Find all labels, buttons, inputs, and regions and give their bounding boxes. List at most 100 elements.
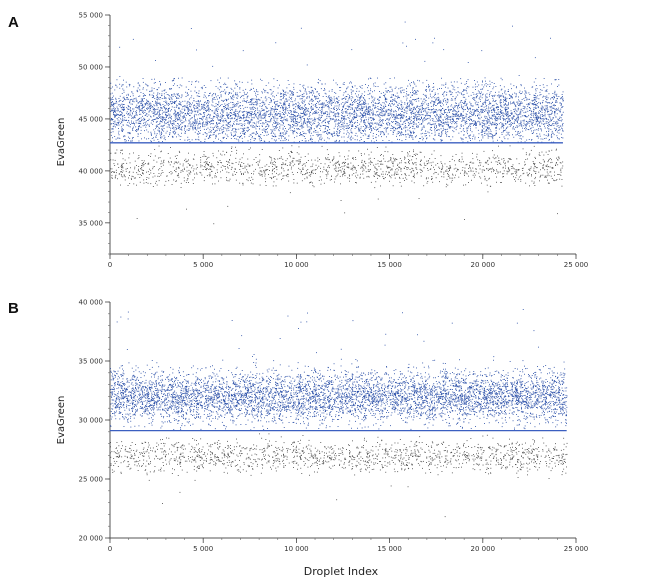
panel-a-positive-droplet: [455, 96, 457, 98]
panel-a-positive-droplet: [173, 79, 175, 81]
panel-a-positive-droplet: [149, 106, 151, 107]
panel-a-positive-droplet: [457, 87, 459, 89]
panel-a-positive-droplet: [175, 116, 177, 118]
panel-a-positive-droplet: [357, 115, 359, 117]
panel-a-positive-droplet: [467, 117, 469, 118]
panel-a-positive-droplet: [551, 118, 553, 120]
panel-a-positive-droplet: [515, 96, 517, 98]
panel-a-positive-droplet: [450, 91, 452, 93]
panel-a-positive-droplet: [491, 115, 493, 117]
panel-a-positive-droplet: [231, 97, 232, 99]
panel-a-positive-droplet: [267, 124, 269, 126]
panel-a-positive-droplet: [556, 113, 558, 115]
panel-a-positive-droplet: [513, 102, 514, 104]
panel-a-positive-droplet: [131, 139, 133, 141]
panel-a-positive-droplet: [310, 99, 312, 101]
panel-a-positive-droplet: [191, 125, 193, 127]
panel-a-positive-droplet: [378, 123, 379, 125]
panel-a-positive-droplet: [147, 102, 148, 104]
panel-a-positive-droplet: [311, 107, 312, 109]
panel-a-positive-droplet: [144, 130, 145, 132]
panel-a-positive-droplet: [497, 106, 499, 107]
panel-a-positive-droplet: [467, 86, 468, 87]
panel-a-positive-droplet: [315, 89, 316, 90]
panel-a-positive-droplet: [164, 95, 165, 97]
panel-a-positive-droplet: [179, 114, 181, 116]
panel-a-positive-droplet: [489, 117, 491, 119]
panel-a-positive-droplet: [377, 103, 379, 105]
panel-a-positive-droplet: [231, 130, 233, 131]
panel-a-positive-droplet: [336, 118, 337, 120]
panel-a-positive-droplet: [229, 121, 231, 123]
panel-a-positive-droplet: [491, 106, 493, 108]
panel-a-positive-droplet: [189, 122, 191, 124]
panel-a-positive-droplet: [525, 124, 527, 126]
panel-a-positive-droplet: [475, 94, 477, 95]
panel-a-positive-droplet: [419, 109, 421, 111]
panel-a-positive-droplet: [221, 109, 223, 111]
panel-a-positive-droplet: [157, 99, 158, 101]
panel-a-positive-droplet: [128, 83, 130, 85]
panel-a-positive-droplet: [337, 123, 339, 125]
panel-a-positive-droplet: [143, 122, 144, 124]
panel-a-positive-droplet: [544, 115, 546, 117]
panel-a-positive-droplet: [122, 97, 124, 99]
panel-a-positive-droplet: [302, 116, 304, 117]
panel-a-positive-droplet: [189, 124, 191, 126]
panel-a-positive-droplet: [328, 127, 329, 129]
panel-a-positive-droplet: [320, 112, 322, 113]
panel-a-positive-droplet: [111, 104, 113, 106]
panel-a-positive-droplet: [399, 115, 401, 116]
panel-a-positive-droplet: [473, 124, 474, 126]
panel-a-positive-droplet: [222, 124, 224, 126]
panel-a-positive-droplet: [144, 122, 146, 123]
panel-a-positive-droplet: [350, 89, 352, 91]
panel-a-positive-droplet: [221, 132, 223, 134]
panel-a-positive-droplet: [224, 106, 226, 108]
panel-a-positive-droplet: [477, 129, 479, 131]
panel-a-positive-droplet: [245, 111, 247, 113]
panel-a-positive-droplet: [431, 101, 433, 102]
panel-a-positive-droplet: [516, 118, 518, 119]
panel-a-positive-droplet: [398, 109, 399, 111]
panel-a-positive-droplet: [234, 110, 236, 112]
panel-a-positive-droplet: [235, 83, 237, 85]
panel-a-positive-droplet: [535, 90, 537, 92]
panel-a-positive-droplet: [127, 132, 129, 134]
panel-a-positive-droplet: [259, 136, 260, 138]
panel-a-positive-droplet: [484, 115, 486, 117]
panel-a-positive-droplet: [233, 121, 235, 123]
panel-a-positive-droplet: [160, 97, 161, 98]
panel-a-positive-droplet: [229, 92, 230, 94]
panel-a-positive-droplet: [297, 122, 299, 124]
panel-a-positive-droplet: [532, 103, 534, 104]
panel-a-positive-droplet: [358, 129, 360, 131]
panel-a-positive-droplet: [208, 137, 210, 139]
panel-a-positive-droplet: [239, 110, 241, 112]
panel-a-positive-droplet: [452, 136, 454, 138]
panel-a-positive-droplet: [394, 120, 396, 122]
panel-a-positive-droplet: [537, 118, 538, 120]
panel-a-positive-droplet: [305, 111, 306, 113]
panel-a-positive-droplet: [375, 102, 376, 104]
panel-a-positive-droplet: [421, 102, 423, 104]
panel-a-positive-droplet: [267, 92, 269, 94]
panel-a-positive-droplet: [324, 111, 326, 113]
panel-a-positive-droplet: [427, 123, 429, 125]
panel-a-positive-droplet: [456, 114, 458, 115]
panel-a-positive-droplet: [460, 78, 462, 80]
panel-a-positive-droplet: [435, 121, 437, 123]
panel-a-positive-droplet: [296, 132, 297, 133]
panel-a-positive-droplet: [228, 114, 229, 116]
panel-a-positive-droplet: [500, 106, 502, 108]
panel-a-positive-droplet: [202, 126, 204, 127]
panel-a-positive-droplet: [358, 94, 359, 96]
panel-a-positive-droplet: [507, 105, 509, 107]
panel-a-positive-droplet: [364, 110, 366, 112]
panel-a-positive-droplet: [511, 88, 512, 90]
panel-a-positive-droplet: [352, 121, 353, 123]
panel-a-positive-droplet: [136, 107, 138, 109]
panel-a-positive-droplet: [124, 141, 126, 143]
panel-a-positive-droplet: [514, 122, 515, 124]
panel-a-positive-droplet: [135, 113, 137, 115]
